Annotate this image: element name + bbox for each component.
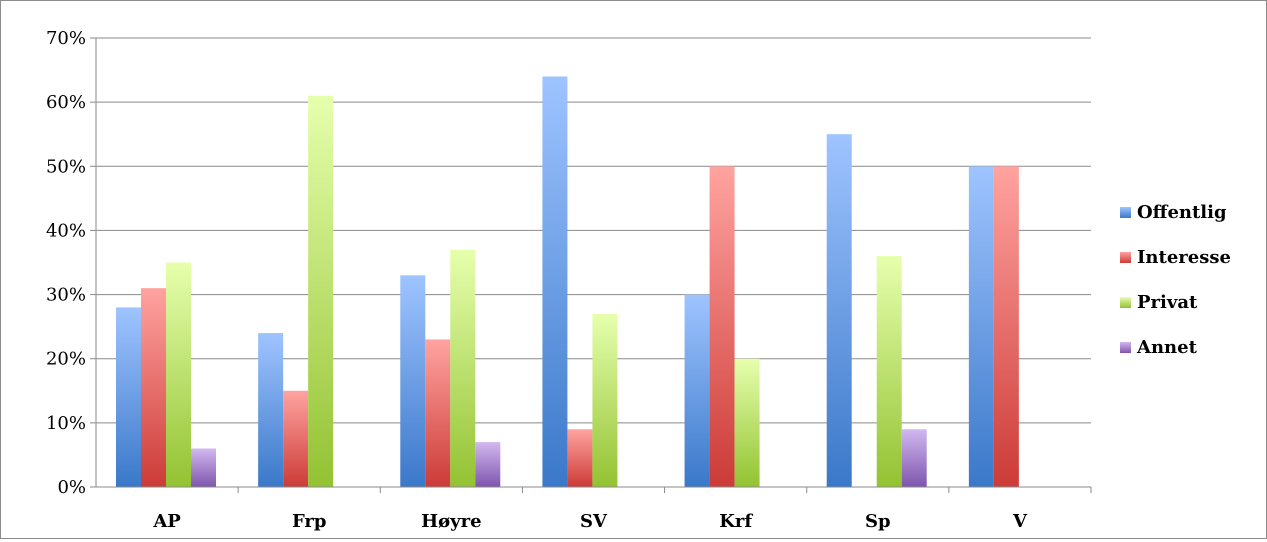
legend-label-interesse: Interesse [1137,247,1231,268]
legend-label-annet: Annet [1136,337,1198,358]
bar-frp-privat [308,95,334,487]
y-tick-label: 0% [57,477,86,498]
legend-swatch-annet [1120,342,1131,353]
bar-hoyre-offentlig [400,275,426,487]
bar-v-offentlig [968,166,994,488]
bar-sv-privat [592,313,618,487]
y-tick-label: 40% [46,220,86,241]
x-tick-label-sv: SV [580,511,608,532]
y-tick-label: 20% [46,349,86,370]
bar-v-interesse [993,166,1019,488]
legend-label-privat: Privat [1137,292,1198,313]
bar-krf-interesse [709,166,735,488]
y-tick-label: 70% [46,28,86,49]
x-tick-label-v: V [1012,511,1028,532]
bar-frp-interesse [283,390,309,487]
bar-ap-annet [191,448,216,487]
axes [90,37,1092,493]
y-tick-labels: 0% 10% 20% 30% 40% 50% 60% 70% [46,28,86,498]
bar-sp-annet [901,429,927,487]
y-tick-label: 50% [46,156,86,177]
bar-sv-offentlig [542,76,568,487]
bar-sv-interesse [567,429,593,487]
bar-hoyre-privat [450,249,476,487]
bar-frp-offentlig [258,333,284,487]
x-tick-label-hoyre: Høyre [421,511,481,532]
bar-sp-privat [876,256,902,487]
legend: Offentlig Interesse Privat Annet [1120,202,1231,358]
bars [116,76,1019,488]
x-tick-label-krf: Krf [719,511,753,532]
x-tick-label-ap: AP [152,511,181,532]
bar-krf-offentlig [684,294,710,487]
x-tick-labels: AP Frp Høyre SV Krf Sp V [152,511,1028,532]
y-tick-label: 60% [46,92,86,113]
legend-label-offentlig: Offentlig [1137,202,1227,223]
y-tick-label: 10% [46,413,86,434]
bar-sp-offentlig [826,134,852,487]
bar-ap-privat [166,262,191,487]
x-tick-label-frp: Frp [292,511,327,532]
legend-swatch-interesse [1120,252,1131,263]
bar-hoyre-annet [475,442,501,487]
x-tick-label-sp: Sp [865,511,891,532]
y-tick-label: 30% [46,285,86,306]
legend-swatch-privat [1120,297,1131,308]
bar-krf-privat [734,358,760,487]
bar-ap-offentlig [116,307,141,487]
legend-swatch-offentlig [1120,207,1131,218]
bar-ap-interesse [141,288,166,487]
bar-hoyre-interesse [425,339,451,487]
